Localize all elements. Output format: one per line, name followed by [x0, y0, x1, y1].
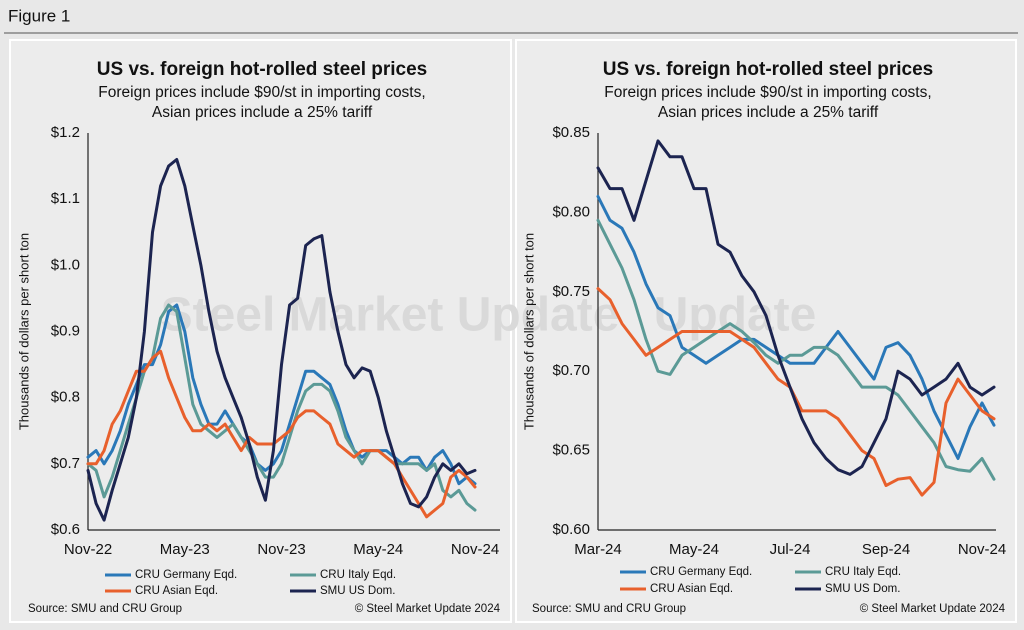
- y-axis-label: Thousands of dollars per short ton: [521, 233, 536, 430]
- y-axis-label: Thousands of dollars per short ton: [16, 233, 31, 430]
- x-tick-label: Sep-24: [862, 541, 910, 558]
- legend-label: SMU US Dom.: [825, 583, 900, 595]
- legend-label: CRU Italy Eqd.: [320, 569, 396, 581]
- chart-subtitle: Asian prices include a 25% tariff: [152, 104, 373, 121]
- x-tick-label: Nov-24: [451, 541, 499, 558]
- legend-label: CRU Asian Eqd.: [650, 583, 733, 595]
- legend-label: SMU US Dom.: [320, 585, 395, 597]
- y-tick-label: $0.60: [552, 521, 590, 538]
- series-line: [86, 349, 477, 519]
- y-tick-label: $1.0: [51, 256, 80, 273]
- y-tick-label: $0.70: [552, 362, 590, 379]
- copyright-note: © Steel Market Update 2024: [355, 603, 501, 615]
- figure-label: Figure 1: [8, 6, 70, 25]
- y-tick-label: $1.1: [51, 190, 80, 207]
- x-tick-label: Nov-23: [257, 541, 305, 558]
- x-tick-label: May-23: [160, 541, 210, 558]
- x-tick-label: Nov-22: [64, 541, 112, 558]
- source-note: Source: SMU and CRU Group: [532, 603, 686, 615]
- y-tick-label: $0.8: [51, 389, 80, 406]
- panel: [515, 39, 1017, 623]
- chart-title: US vs. foreign hot-rolled steel prices: [603, 59, 933, 80]
- chart-subtitle: Foreign prices include $90/st in importi…: [604, 84, 931, 101]
- y-tick-label: $0.75: [552, 283, 590, 300]
- panel: [9, 39, 512, 623]
- series-line: [596, 195, 996, 460]
- x-tick-label: Nov-24: [958, 541, 1006, 558]
- x-tick-label: Jul-24: [770, 541, 811, 558]
- watermark: Steel Market Update: [161, 289, 620, 342]
- series-line: [596, 218, 996, 481]
- x-tick-label: Mar-24: [574, 541, 622, 558]
- y-tick-label: $0.7: [51, 455, 80, 472]
- y-tick-label: $1.2: [51, 124, 80, 141]
- series-line: [596, 139, 996, 476]
- chart-title: US vs. foreign hot-rolled steel prices: [97, 59, 427, 80]
- y-tick-label: $0.6: [51, 521, 80, 538]
- copyright-note: © Steel Market Update 2024: [860, 603, 1006, 615]
- x-tick-label: May-24: [669, 541, 719, 558]
- legend-label: CRU Asian Eqd.: [135, 585, 218, 597]
- y-tick-label: $0.65: [552, 442, 590, 459]
- legend-label: CRU Germany Eqd.: [650, 566, 752, 578]
- y-tick-label: $0.80: [552, 203, 590, 220]
- y-tick-label: $0.9: [51, 322, 80, 339]
- series-line: [86, 303, 477, 486]
- source-note: Source: SMU and CRU Group: [28, 603, 182, 615]
- chart-subtitle: Foreign prices include $90/st in importi…: [98, 84, 425, 101]
- y-tick-label: $0.85: [552, 124, 590, 141]
- series-line: [86, 158, 477, 522]
- legend-label: CRU Italy Eqd.: [825, 566, 901, 578]
- chart-subtitle: Asian prices include a 25% tariff: [658, 104, 879, 121]
- x-tick-label: May-24: [353, 541, 403, 558]
- legend-label: CRU Germany Eqd.: [135, 569, 237, 581]
